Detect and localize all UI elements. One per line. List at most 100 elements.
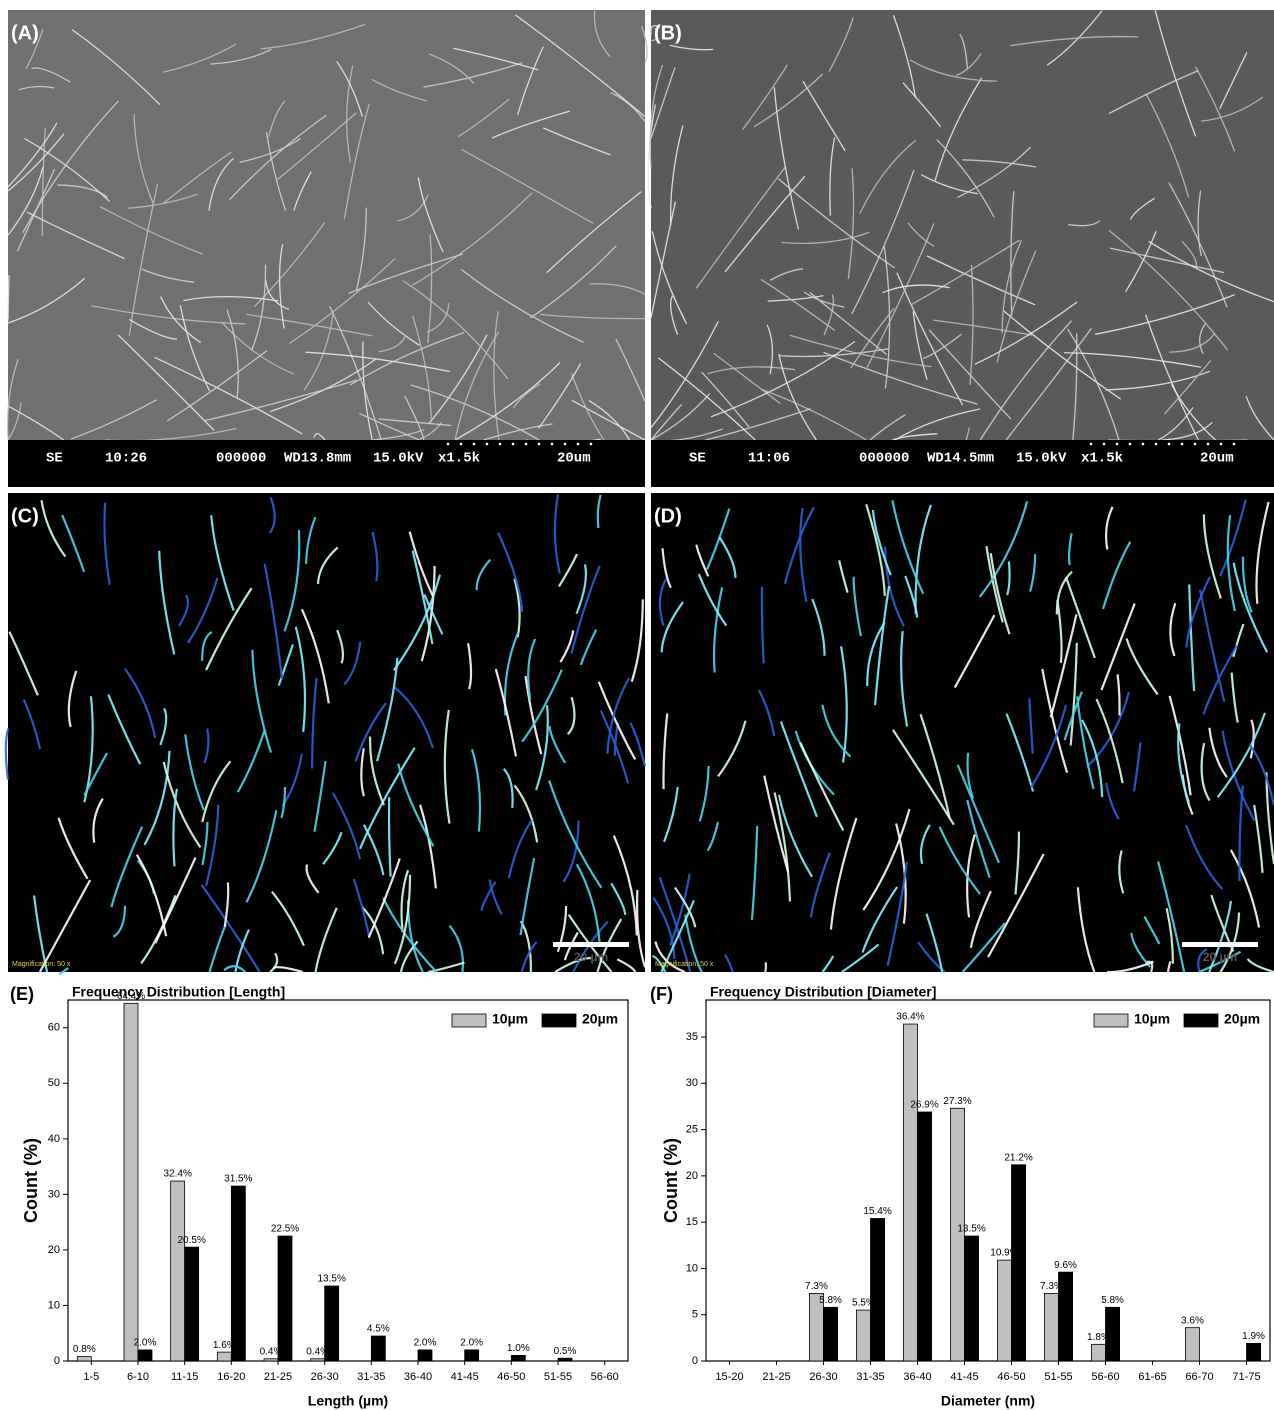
fiber	[58, 967, 69, 975]
bar	[263, 1358, 279, 1362]
fiber	[657, 357, 756, 441]
fiber	[1195, 66, 1236, 152]
fiber	[742, 64, 788, 131]
fiber	[128, 183, 159, 336]
scale-dot	[1128, 442, 1132, 446]
value-label: 0.4%	[260, 1346, 283, 1357]
scale-dot	[1115, 442, 1119, 446]
fiber	[223, 965, 246, 973]
fiber	[265, 131, 287, 211]
fiber	[695, 165, 787, 289]
micrograph: (C) Magnification: 50 x 20 µm	[4, 493, 647, 975]
x-tick-label: 61-65	[1138, 1371, 1166, 1383]
scale-dot	[1154, 442, 1158, 446]
chart: (E) Frequency Distribution [Length] 0 10 20 3…	[10, 984, 629, 1409]
fiber	[4, 728, 10, 780]
fiber	[210, 48, 272, 65]
value-label: 5.8%	[1101, 1295, 1124, 1306]
fiber	[575, 863, 601, 944]
fiber	[475, 558, 492, 591]
fiber	[520, 941, 538, 973]
value-label: 1.8%	[1087, 1332, 1110, 1343]
fiber	[1169, 602, 1177, 657]
fiber	[311, 677, 318, 769]
panel-label: (C)	[11, 505, 39, 527]
x-tick-label: 46-50	[497, 1371, 525, 1383]
fiber	[1188, 584, 1196, 692]
x-tick-label: 21-25	[762, 1371, 790, 1383]
value-label: 13.5%	[317, 1274, 345, 1285]
fiber	[773, 87, 800, 230]
fiber	[483, 423, 553, 441]
fiber	[548, 780, 603, 889]
fiber	[203, 728, 210, 764]
chart-title: Frequency Distribution [Diameter]	[710, 984, 936, 1000]
fiber	[205, 587, 253, 671]
fiber	[1202, 644, 1238, 715]
fiber	[1125, 638, 1159, 696]
fiber	[1201, 96, 1264, 122]
fiber	[1104, 506, 1114, 550]
fiber	[1249, 719, 1255, 759]
fiber	[1219, 52, 1248, 110]
fiber	[283, 529, 301, 632]
fiber	[527, 638, 537, 701]
bar	[230, 1185, 246, 1362]
legend-swatch	[451, 1013, 487, 1028]
fiber	[1005, 713, 1035, 792]
fiber	[360, 748, 365, 797]
fiber	[902, 82, 942, 128]
fiber	[650, 25, 661, 36]
fiber	[761, 388, 867, 441]
fiber	[894, 408, 981, 441]
fiber	[852, 576, 862, 637]
fiber	[779, 721, 818, 818]
fiber	[892, 15, 917, 99]
fiber	[313, 760, 327, 832]
fiber	[524, 675, 543, 755]
value-label: 2.0%	[414, 1338, 437, 1349]
fiber	[159, 707, 168, 746]
fiber	[226, 309, 239, 399]
fiber	[556, 906, 568, 953]
fiber	[1208, 727, 1228, 778]
value-label: 5.5%	[852, 1298, 875, 1309]
fiber	[158, 550, 176, 655]
legend-label: 20µm	[582, 1011, 618, 1027]
magnification: Magnification: 50 x	[655, 961, 714, 968]
fiber	[538, 363, 582, 429]
fiber	[454, 362, 561, 441]
x-tick-label: 26-30	[311, 1371, 339, 1383]
micrograph: (A) SE 10:26 000000 WD13.8mm 15.0kV x1.5k 20um	[6, 10, 648, 487]
scale-dot	[576, 442, 580, 446]
fiber	[1157, 407, 1194, 441]
fiber	[777, 178, 896, 269]
fiber	[448, 924, 465, 973]
fiber	[507, 819, 533, 879]
fiber	[201, 821, 209, 866]
fiber	[57, 184, 108, 198]
y-tick-label: 40	[48, 1133, 60, 1145]
fiber	[491, 110, 571, 139]
fiber	[1081, 719, 1104, 798]
fiber	[1108, 70, 1199, 115]
scale-text: 20 µm	[1203, 950, 1237, 964]
fiber	[966, 799, 991, 879]
fiber	[493, 311, 500, 441]
info-text: 15.0kV	[373, 451, 424, 467]
fiber	[515, 14, 646, 118]
fiber	[661, 548, 672, 589]
fiber	[410, 384, 540, 441]
micrograph: (D) Magnification: 50 x 20 µm	[651, 493, 1274, 975]
fiber	[22, 100, 119, 234]
fiber	[419, 804, 437, 889]
info-text: x1.5k	[438, 451, 480, 467]
fiber	[359, 412, 420, 441]
fiber	[920, 174, 978, 195]
fiber	[346, 65, 354, 163]
info-text: WD14.5mm	[927, 451, 994, 467]
fiber	[652, 955, 667, 973]
fiber	[575, 564, 588, 615]
fiber	[753, 73, 824, 128]
fiber	[698, 765, 710, 822]
